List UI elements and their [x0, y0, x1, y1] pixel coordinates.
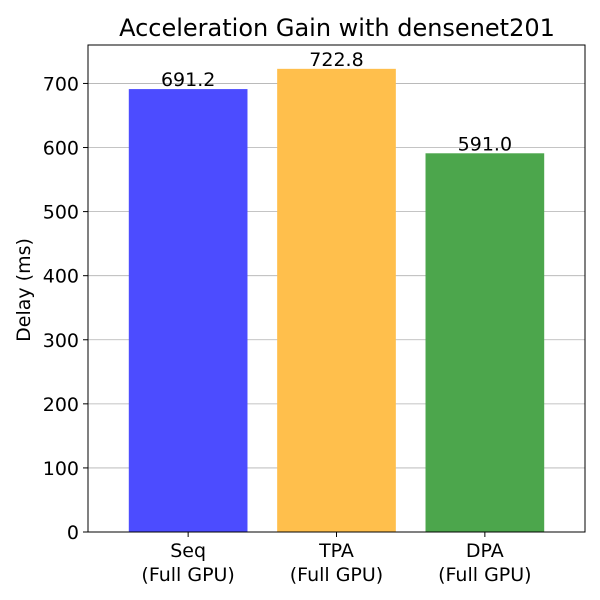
y-tick-label: 700 [43, 73, 79, 95]
x-tick-label: TPA [318, 540, 354, 562]
y-tick-label: 500 [43, 202, 79, 224]
bar-value-label: 691.2 [161, 69, 215, 91]
data-labels: 691.2 722.8 591.0 [161, 49, 512, 155]
x-tick-label: (Full GPU) [141, 564, 234, 586]
y-tick-label: 0 [67, 522, 79, 544]
y-tick-label: 100 [43, 458, 79, 480]
x-tick-label: DPA [466, 540, 504, 562]
y-tick-label: 400 [43, 266, 79, 288]
bar [277, 68, 396, 532]
y-tick-label: 300 [43, 330, 79, 352]
bar-value-label: 591.0 [458, 133, 512, 155]
bar [425, 153, 545, 532]
chart-title: Acceleration Gain with densenet201 [119, 14, 555, 42]
x-ticks: Seq(Full GPU)TPA(Full GPU)DPA(Full GPU) [141, 532, 532, 586]
bar-value-label: 722.8 [309, 49, 363, 71]
y-ticks: 0 100 200 300 400 500 600 700 [43, 73, 88, 544]
x-tick-label: (Full GPU) [438, 564, 531, 586]
y-tick-label: 600 [43, 138, 79, 160]
y-axis-label: Delay (ms) [13, 238, 35, 342]
bars [128, 68, 545, 533]
x-tick-label: (Full GPU) [290, 564, 383, 586]
y-tick-label: 200 [43, 394, 79, 416]
x-tick-label: Seq [170, 540, 206, 562]
bar [128, 89, 248, 533]
